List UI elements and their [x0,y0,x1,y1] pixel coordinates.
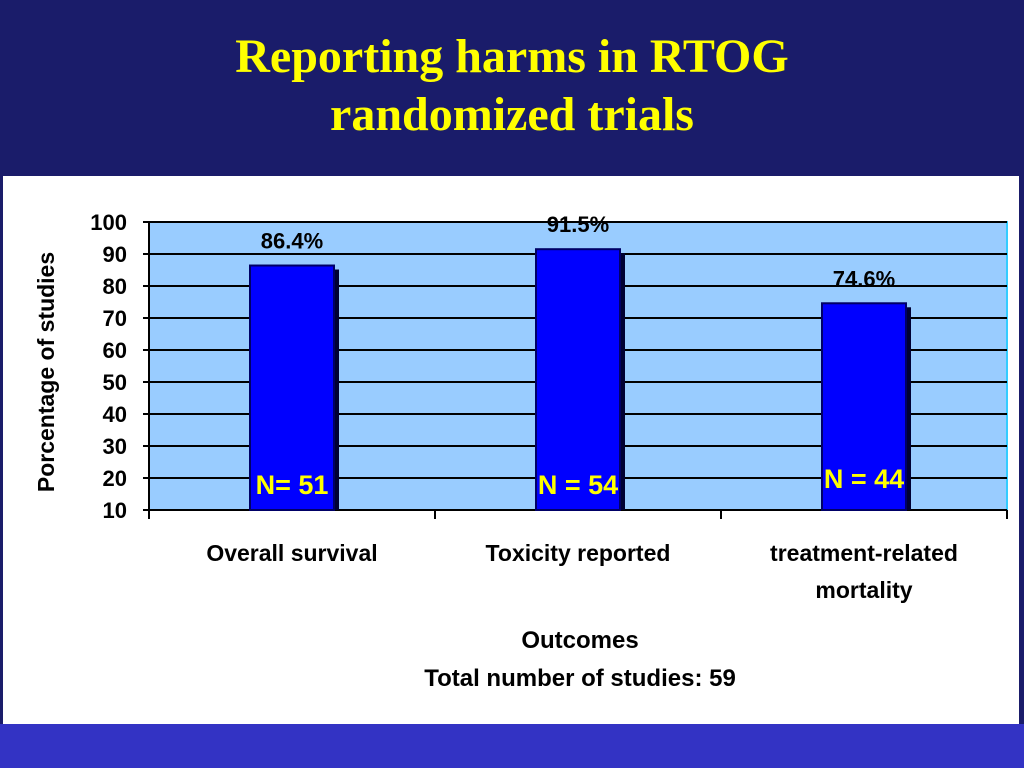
y-tick-label: 30 [103,434,127,459]
chart-subtitle: Total number of studies: 59 [424,665,736,692]
y-tick-label: 50 [103,370,127,395]
y-tick-label: 40 [103,402,127,427]
bar [249,264,335,511]
y-tick-label: 70 [103,306,127,331]
data-label: 74.6% [833,266,895,291]
bar [535,248,621,511]
x-tick-label: treatment-related [770,540,958,566]
data-label: 86.4% [261,229,323,254]
n-label: N = 54 [538,470,618,500]
x-axis-title: Outcomes [521,627,638,654]
x-tick-label: mortality [815,577,912,603]
x-tick-label: Overall survival [206,540,377,566]
x-tick-label: Toxicity reported [486,540,671,566]
y-tick-label: 10 [103,498,127,523]
n-label: N = 44 [824,464,904,494]
bottom-bar [0,724,1024,768]
title-line-1: Reporting harms in RTOG [235,30,789,83]
y-tick-label: 60 [103,338,127,363]
y-tick-label: 90 [103,242,127,267]
bar [821,302,907,511]
title-bar: Reporting harms in RTOG randomized trial… [0,0,1024,175]
data-label: 91.5% [547,212,609,237]
title-line-2: randomized trials [330,88,694,141]
y-tick-label: 100 [90,210,127,235]
y-tick-label: 20 [103,466,127,491]
slide-title: Reporting harms in RTOG randomized trial… [0,28,1024,144]
y-axis-title: Porcentage of studies [33,252,59,492]
y-tick-label: 80 [103,274,127,299]
n-label: N= 51 [256,470,329,500]
